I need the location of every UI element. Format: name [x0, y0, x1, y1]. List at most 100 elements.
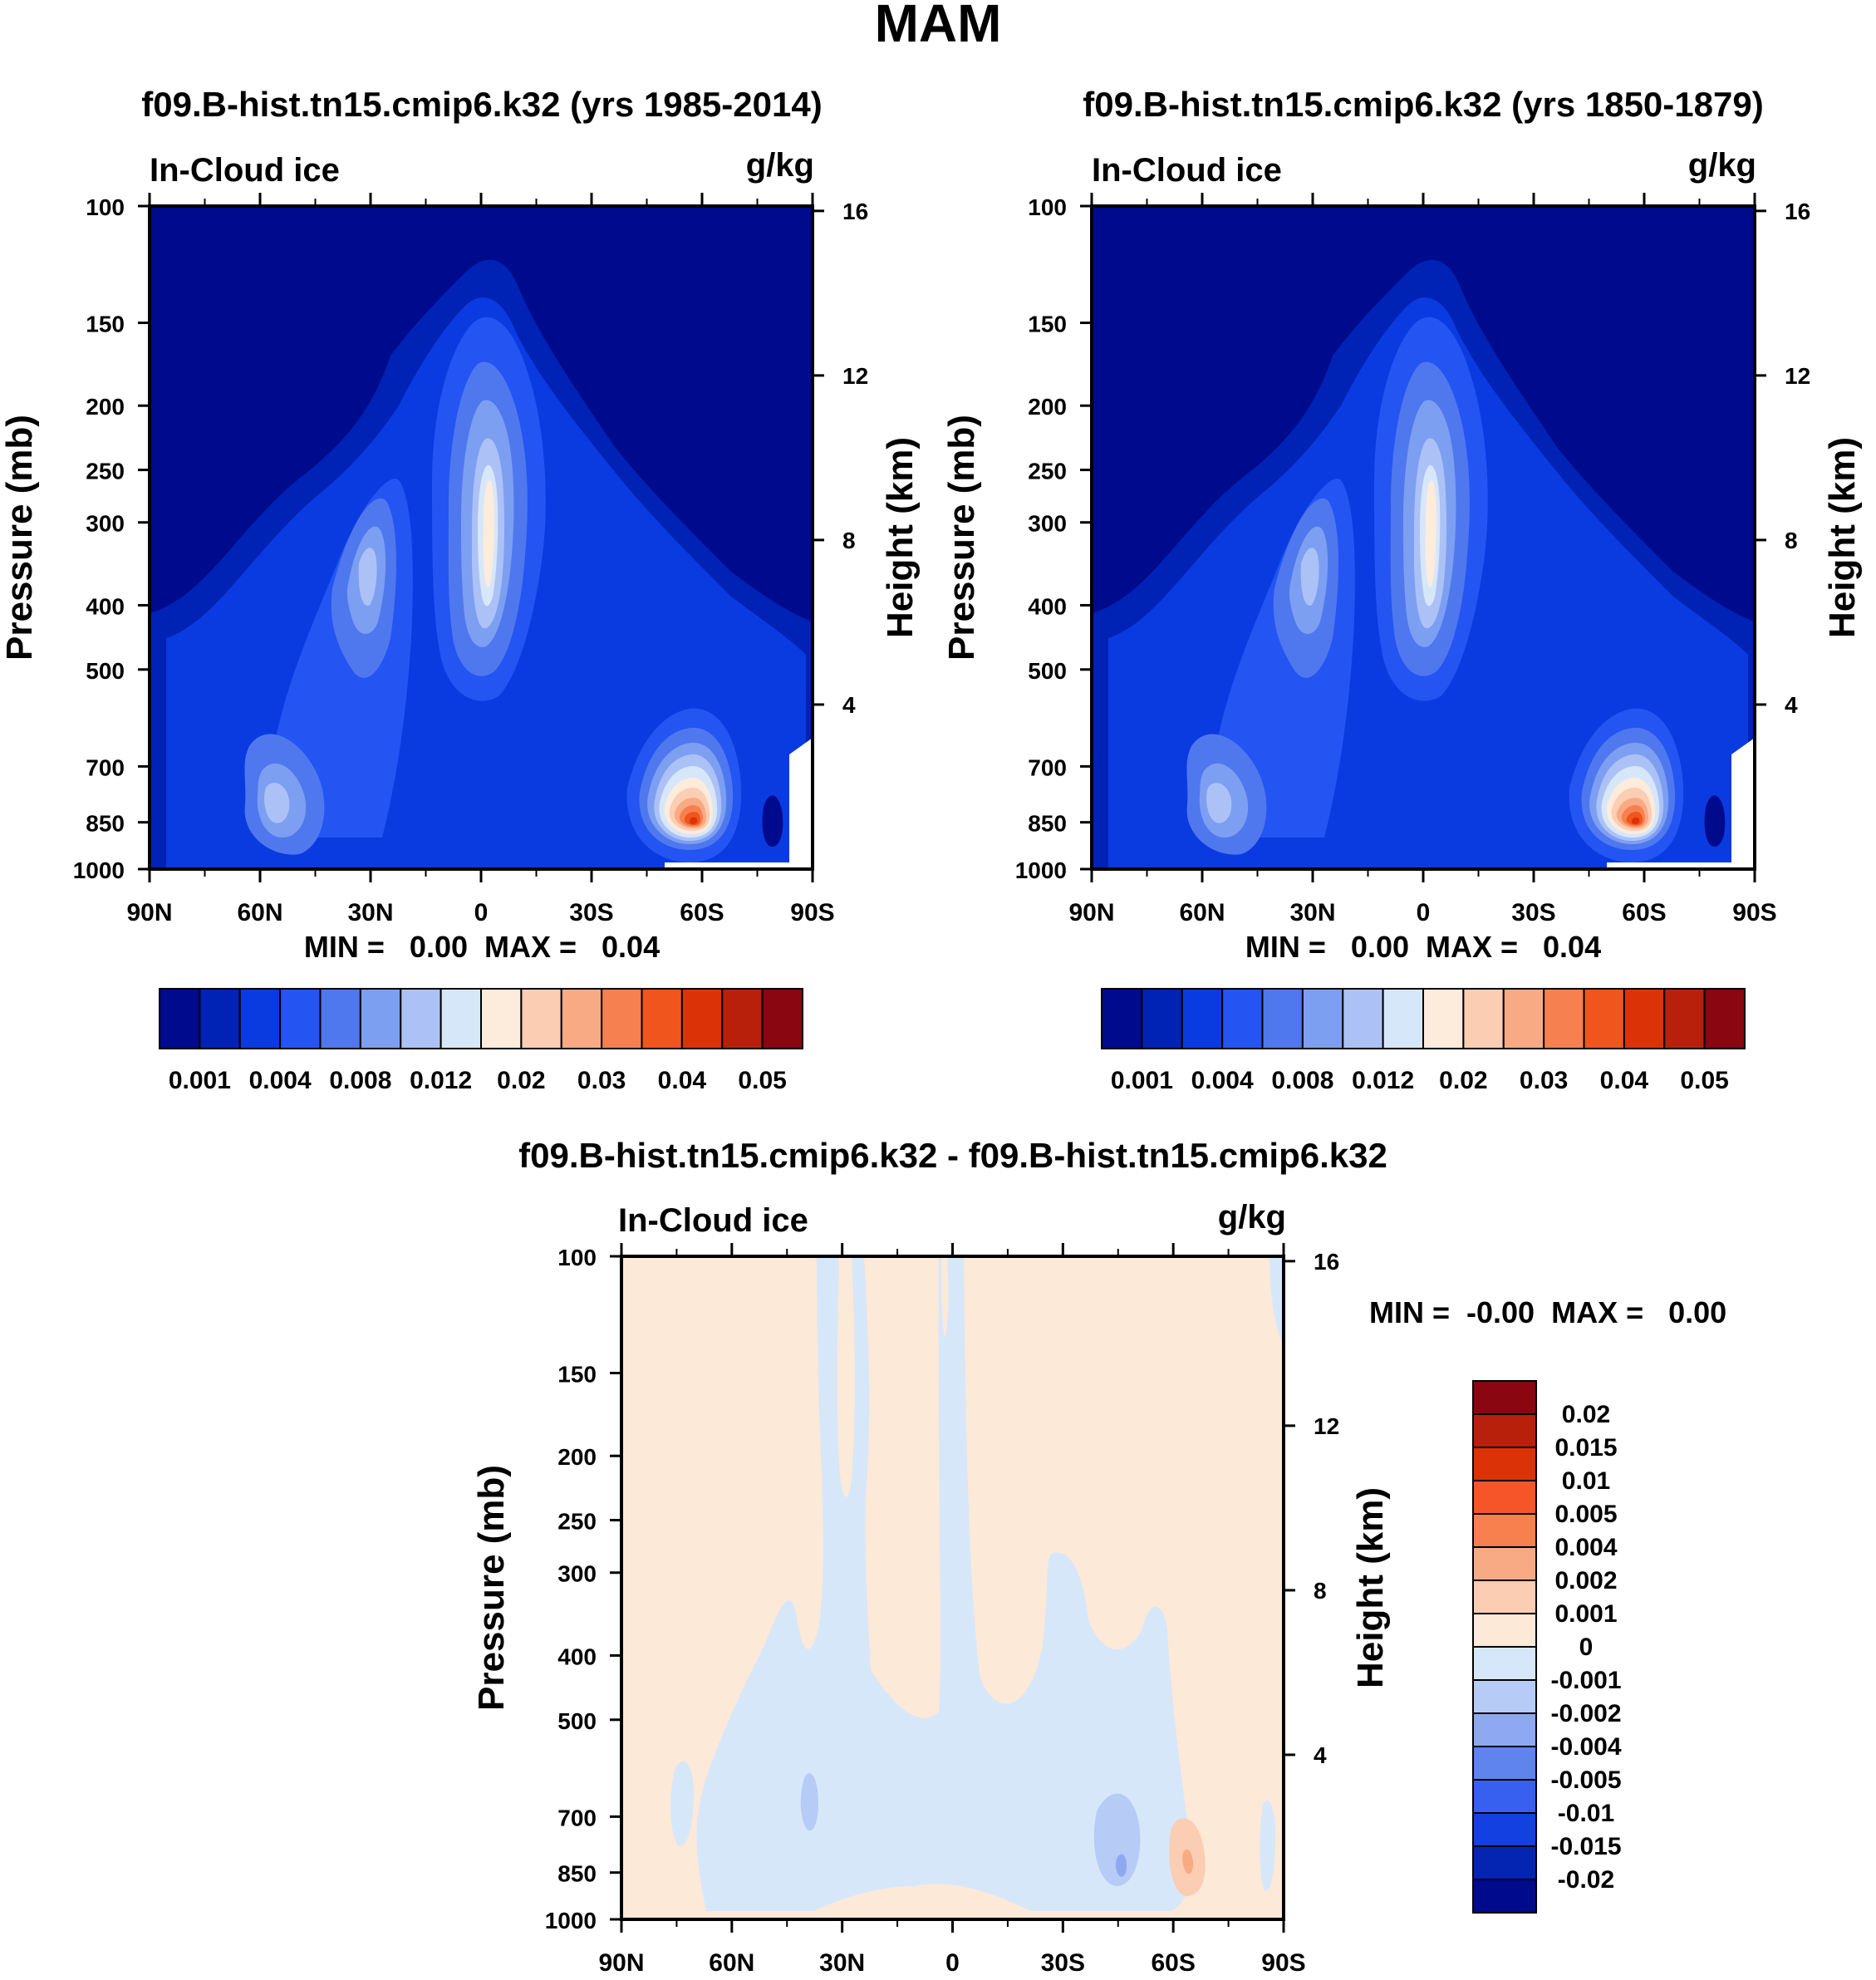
colorbar-label: 0.004	[1191, 1067, 1254, 1094]
pressure-tick-label: 300	[557, 1561, 597, 1587]
colorbar-swatch	[520, 988, 562, 1049]
height-tick-label: 16	[1314, 1249, 1339, 1275]
lat-tick-label: 90N	[126, 899, 172, 926]
panel-b: f09.B-hist.tn15.cmip6.k32 (yrs 1850-1879…	[941, 85, 1863, 1094]
panel-a-variable: In-Cloud ice	[150, 152, 340, 189]
colorbar-swatch	[1472, 1679, 1537, 1714]
lat-tick-label: 30S	[1511, 899, 1555, 926]
colorbar-swatch	[1472, 1779, 1537, 1814]
pressure-tick-label: 150	[557, 1362, 597, 1388]
colorbar-label: -0.004	[1550, 1733, 1621, 1761]
colorbar-swatch	[1181, 988, 1224, 1049]
pressure-tick-label: 100	[86, 194, 125, 220]
height-tick-label: 12	[1785, 363, 1810, 389]
colorbar-swatch	[1422, 988, 1465, 1049]
height-tick-label: 4	[1314, 1742, 1327, 1768]
colorbar-label: -0.02	[1558, 1866, 1614, 1894]
panel-a-y2label: Height (km)	[880, 437, 921, 638]
pressure-tick-label: 400	[86, 593, 125, 619]
colorbar-swatch	[1472, 1546, 1537, 1581]
colorbar-swatch	[1472, 1480, 1537, 1515]
panel-a-minmax: MIN = 0.00 MAX = 0.04	[304, 930, 660, 964]
pressure-tick-label: 850	[557, 1861, 597, 1887]
pressure-tick-label: 200	[86, 394, 125, 420]
pressure-tick-label: 850	[86, 811, 125, 837]
colorbar-swatch	[319, 988, 361, 1049]
lat-tick-label: 60N	[237, 899, 282, 926]
pressure-tick-label: 850	[1028, 811, 1067, 837]
lat-tick-label: 0	[1417, 899, 1431, 926]
panel-c: f09.B-hist.tn15.cmip6.k32 - f09.B-hist.t…	[471, 1136, 1726, 1977]
lat-tick-label: 0	[474, 899, 489, 926]
lat-tick-label: 30S	[1041, 1949, 1085, 1977]
lat-tick-label: 90S	[1732, 899, 1776, 926]
colorbar-swatch	[480, 988, 523, 1049]
lat-tick-label: 60N	[709, 1949, 754, 1977]
colorbar-swatch	[359, 988, 402, 1049]
height-tick-label: 4	[1785, 692, 1798, 718]
pressure-tick-label: 500	[1028, 658, 1067, 684]
panel-a-title: f09.B-hist.tn15.cmip6.k32 (yrs 1985-2014…	[141, 85, 822, 124]
colorbar-swatch	[1342, 988, 1384, 1049]
colorbar-label: 0	[1579, 1634, 1594, 1661]
height-tick-label: 12	[842, 363, 868, 389]
colorbar-swatch	[1543, 988, 1585, 1049]
pressure-tick-label: 250	[1028, 459, 1067, 484]
lat-tick-label: 30N	[1289, 899, 1335, 926]
lat-tick-label: 60S	[1622, 899, 1666, 926]
colorbar-swatch	[1472, 1513, 1537, 1548]
height-tick-label: 4	[842, 692, 856, 718]
colorbar-swatch	[601, 988, 643, 1049]
panel-a-colorbar: 0.001 0.004 0.008 0.012 0.02 0.03 0.04 0.05	[159, 988, 803, 1094]
colorbar-swatch	[1703, 988, 1746, 1049]
panel-a-axes: 100 150 200 250 300 400 500 700 850 1000 16 12 8 4 90N…	[73, 193, 868, 926]
colorbar-swatch	[1472, 1613, 1537, 1648]
colorbar-swatch	[1101, 988, 1143, 1049]
panel-c-variable: In-Cloud ice	[618, 1202, 808, 1239]
lat-tick-label: 0	[945, 1949, 960, 1977]
panel-b-contours	[1092, 206, 1755, 869]
lat-tick-label: 30N	[347, 899, 393, 926]
colorbar-swatch	[1472, 1447, 1537, 1481]
colorbar-swatch	[1623, 988, 1666, 1049]
panel-b-axes: 100 150 200 250 300 400 500 700 850 1000 16 12 8 4 90N…	[1015, 193, 1810, 926]
panel-a-units: g/kg	[746, 147, 814, 184]
pressure-tick-label: 150	[1028, 312, 1067, 337]
colorbar-swatch	[1472, 1712, 1537, 1747]
pressure-tick-label: 150	[86, 312, 125, 337]
panel-c-minmax: MIN = -0.00 MAX = 0.00	[1369, 1295, 1726, 1329]
colorbar-label: -0.001	[1550, 1667, 1621, 1694]
colorbar-swatch	[1472, 1845, 1537, 1880]
colorbar-label: -0.01	[1558, 1800, 1614, 1827]
colorbar-swatch	[761, 988, 803, 1049]
lat-tick-label: 90S	[1261, 1949, 1305, 1977]
colorbar-swatch	[680, 988, 724, 1049]
lat-tick-label: 60N	[1179, 899, 1225, 926]
colorbar-label: -0.005	[1550, 1766, 1621, 1794]
pressure-tick-label: 1000	[545, 1908, 597, 1933]
colorbar-swatch	[1261, 988, 1304, 1049]
colorbar-swatch	[1472, 1413, 1537, 1448]
colorbar-swatch	[1502, 988, 1545, 1049]
pressure-tick-label: 300	[1028, 511, 1067, 537]
colorbar-label: 0.012	[1352, 1067, 1414, 1094]
colorbar-label: 0.01	[1562, 1467, 1610, 1495]
pressure-tick-label: 250	[557, 1509, 597, 1535]
colorbar-swatch	[1472, 1746, 1537, 1781]
height-tick-label: 16	[1785, 199, 1810, 224]
figure-title: MAM	[875, 0, 1002, 53]
height-tick-label: 12	[1314, 1413, 1339, 1439]
colorbar-label: 0.05	[738, 1067, 786, 1094]
colorbar-label: 0.04	[1600, 1067, 1649, 1094]
colorbar-swatch	[440, 988, 482, 1049]
panel-c-title: f09.B-hist.tn15.cmip6.k32 - f09.B-hist.t…	[518, 1136, 1387, 1175]
panel-b-units: g/kg	[1688, 147, 1756, 184]
height-tick-label: 8	[842, 528, 856, 553]
colorbar-swatch	[1141, 988, 1183, 1049]
colorbar-swatch	[1301, 988, 1344, 1049]
colorbar-swatch	[1472, 1812, 1537, 1847]
pressure-tick-label: 500	[86, 658, 125, 684]
colorbar-swatch	[1472, 1380, 1537, 1415]
colorbar-swatch	[238, 988, 282, 1049]
lat-tick-label: 90N	[598, 1949, 644, 1977]
